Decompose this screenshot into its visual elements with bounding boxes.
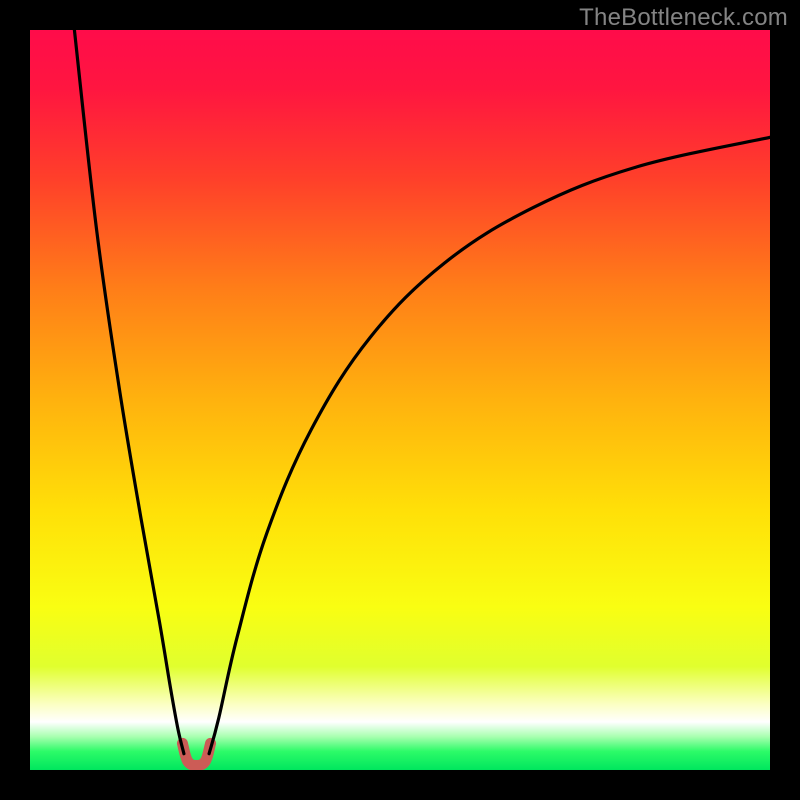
watermark-text: TheBottleneck.com: [579, 4, 788, 32]
gradient-background: [30, 30, 770, 770]
plot-area: [30, 30, 770, 770]
chart-svg: [30, 30, 770, 770]
